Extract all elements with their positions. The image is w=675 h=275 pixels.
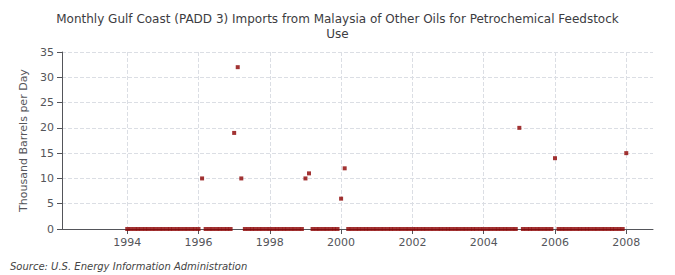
svg-text:1994: 1994 [113,236,141,249]
svg-text:Monthly Gulf Coast (PADD 3) Im: Monthly Gulf Coast (PADD 3) Imports from… [56,12,619,26]
svg-text:2004: 2004 [470,236,498,249]
svg-text:2006: 2006 [541,236,569,249]
svg-text:Thousand Barrels per Day: Thousand Barrels per Day [17,69,30,213]
svg-text:Source: U.S. Energy Informatio: Source: U.S. Energy Information Administ… [10,261,247,272]
svg-text:30: 30 [40,71,54,84]
svg-text:2008: 2008 [612,236,640,249]
svg-text:10: 10 [40,172,54,185]
svg-text:1996: 1996 [185,236,213,249]
svg-text:20: 20 [40,121,54,134]
svg-text:35: 35 [40,46,54,59]
svg-text:Use: Use [326,27,348,41]
svg-text:25: 25 [40,96,54,109]
svg-text:2002: 2002 [398,236,426,249]
svg-text:1998: 1998 [256,236,284,249]
svg-text:5: 5 [47,197,54,210]
svg-text:0: 0 [47,223,54,236]
svg-text:2000: 2000 [327,236,355,249]
svg-text:15: 15 [40,147,54,160]
